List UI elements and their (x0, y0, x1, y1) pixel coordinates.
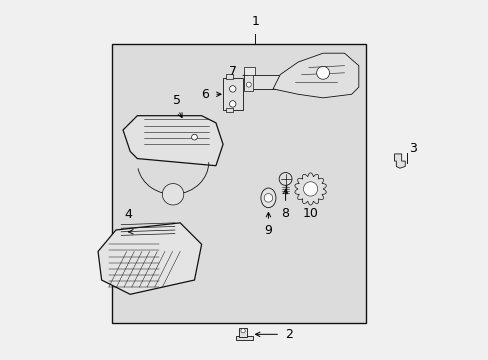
Bar (225, 74, 233, 79)
Polygon shape (98, 223, 201, 294)
Circle shape (241, 329, 244, 333)
Bar (235, 336, 252, 340)
Bar (244, 67, 255, 75)
Circle shape (279, 172, 291, 185)
Circle shape (191, 134, 197, 140)
Text: 10: 10 (302, 207, 318, 220)
Circle shape (264, 194, 272, 202)
Text: 6: 6 (201, 88, 208, 101)
Text: 1: 1 (251, 15, 259, 28)
Polygon shape (272, 53, 358, 98)
Bar (239, 328, 246, 337)
Circle shape (229, 86, 235, 92)
Text: 2: 2 (285, 328, 293, 341)
Circle shape (316, 66, 329, 79)
Text: 9: 9 (264, 224, 272, 237)
Text: 5: 5 (172, 94, 180, 107)
Text: 8: 8 (281, 207, 289, 220)
Polygon shape (123, 116, 223, 166)
Bar (223, 78, 242, 111)
Text: 4: 4 (124, 208, 132, 221)
Bar (244, 75, 308, 89)
Text: 3: 3 (408, 142, 416, 155)
Circle shape (229, 101, 235, 107)
Text: 7: 7 (229, 65, 237, 78)
Circle shape (303, 182, 317, 196)
Polygon shape (394, 154, 405, 168)
Bar (225, 108, 233, 112)
Bar (244, 72, 253, 91)
Circle shape (246, 82, 251, 87)
Polygon shape (294, 173, 325, 205)
Ellipse shape (261, 188, 275, 208)
Circle shape (162, 184, 183, 205)
Bar (112, 44, 365, 323)
